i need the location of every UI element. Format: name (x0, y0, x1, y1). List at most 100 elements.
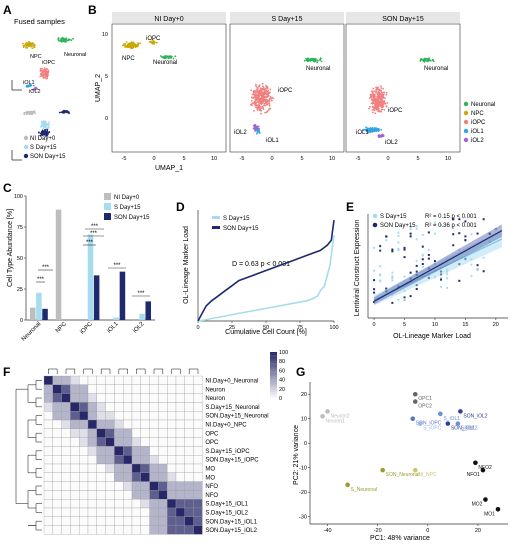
a-cluster-point (64, 40, 67, 43)
b-umap-point (368, 107, 370, 110)
b-umap-point (124, 44, 126, 47)
b-umap-point (268, 104, 271, 107)
b-f3-label-iol2: iOL2 (385, 140, 398, 146)
g-point-label: MO2 (472, 502, 483, 508)
a-sample-point (26, 112, 29, 115)
f-heat-cell (61, 437, 71, 447)
f-heat-cell (61, 455, 71, 465)
e-point (409, 228, 412, 231)
f-heat-cell (175, 490, 185, 500)
g-point (495, 507, 501, 512)
f-heat-cell (193, 393, 203, 403)
g-point (445, 421, 451, 426)
b-umap-point (264, 92, 267, 95)
d-x-tick-label: 50 (263, 325, 269, 331)
f-heat-cell (70, 375, 80, 385)
c-x-tick-label: NPC (55, 321, 69, 335)
f-heat-cell (70, 455, 80, 465)
f-heat-cell (149, 402, 159, 412)
f-heat-cell (70, 472, 80, 482)
b-umap-point (130, 42, 133, 45)
f-heat-cell (114, 375, 124, 385)
b-umap-point (257, 97, 260, 100)
f-heat-cell (140, 455, 150, 465)
g-point-label: OPC1 (418, 396, 432, 402)
panel-d-label: D (176, 200, 185, 214)
e-point (421, 233, 424, 236)
f-heat-cell (184, 419, 194, 429)
f-heat-cell (167, 516, 177, 526)
a-cluster-point (32, 43, 35, 46)
a-cluster-point (42, 72, 45, 75)
f-heat-cell (175, 419, 185, 429)
f-heat-cell (70, 393, 80, 403)
f-heat-cell (70, 428, 80, 438)
f-heat-cell (79, 446, 89, 456)
f-heat-cell (149, 516, 159, 526)
f-heat-cell (167, 499, 177, 509)
e-point (403, 275, 406, 278)
a-cluster-point (44, 76, 46, 79)
b-umap-point (255, 92, 257, 95)
f-row-label: SON.Day+15_iOL2 (205, 528, 257, 534)
f-heat-cell (175, 375, 185, 385)
f-heat-cell (193, 446, 203, 456)
b-umap-point (432, 59, 434, 62)
b-umap-point (365, 126, 367, 129)
e-point (494, 228, 497, 231)
f-heat-cell (43, 384, 53, 394)
f-row-label: NI.Day+0_Neuronal (205, 379, 258, 385)
c-sig-label: *** (42, 265, 50, 271)
f-heat-cell (131, 499, 141, 509)
g-point-label: NFO1 (467, 472, 481, 478)
c-legend-label: SON Day+15 (114, 215, 150, 221)
f-heat-cell (131, 516, 141, 526)
f-heat-cell (123, 507, 133, 517)
f-colorbar-step (270, 352, 277, 354)
f-heat-cell (87, 507, 97, 517)
a-cluster-point (40, 73, 42, 76)
b-legend-swatch (463, 101, 469, 107)
b-legend-swatch (463, 119, 469, 125)
f-colorbar-step (270, 374, 277, 377)
panel-d: D OL-Lineage Marker Load Cumulative Cell… (176, 200, 339, 336)
f-heat-cell (149, 428, 159, 438)
f-heat-cell (184, 499, 194, 509)
e-xlabel: OL-Lineage Marker Load (393, 333, 471, 340)
b-umap-point (130, 41, 133, 43)
b-umap-point (255, 129, 257, 132)
b-umap-point (255, 85, 257, 88)
f-heat-cell (131, 463, 141, 473)
e-point (391, 250, 394, 253)
a-sample-point (60, 111, 63, 114)
g-point (345, 482, 350, 488)
b-umap-point (369, 93, 372, 96)
b-umap-point (380, 87, 383, 89)
e-point (403, 256, 406, 259)
f-heat-cell (184, 463, 194, 473)
a-cluster-point (31, 88, 34, 91)
b-umap-point (169, 55, 171, 58)
g-point-label: SON_iOL1 (451, 426, 475, 432)
f-colorbar-step (270, 385, 277, 388)
a-cluster-point (39, 75, 42, 78)
f-heat-cell (149, 481, 159, 491)
f-heat-cell (131, 437, 141, 447)
f-row-label: Neuron (205, 396, 225, 402)
f-heat-cell (70, 463, 80, 473)
b-umap-point (385, 91, 388, 94)
b-umap-point (374, 97, 376, 100)
e-point (373, 269, 376, 272)
f-heat-cell (87, 525, 97, 535)
f-heat-cell (167, 472, 177, 482)
b-umap-point (375, 87, 378, 89)
b-umap-point (267, 102, 270, 105)
b-umap-point (258, 105, 261, 107)
g-point-label: S_iOPC (423, 426, 441, 432)
b-umap-point (133, 44, 136, 46)
b-umap-point (263, 95, 266, 98)
f-heat-cell (123, 375, 133, 385)
f-heat-cell (149, 437, 159, 447)
c-bar (145, 301, 152, 320)
g-point (412, 467, 418, 473)
